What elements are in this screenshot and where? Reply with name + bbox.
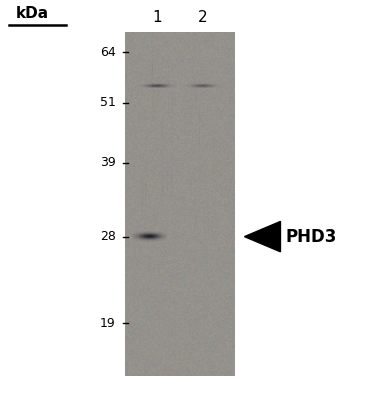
Text: 28: 28 xyxy=(100,230,116,243)
Polygon shape xyxy=(244,222,280,252)
Text: 1: 1 xyxy=(152,10,162,26)
Text: 64: 64 xyxy=(100,46,116,58)
Text: 2: 2 xyxy=(198,10,208,26)
Text: 39: 39 xyxy=(100,156,116,169)
Text: kDa: kDa xyxy=(16,6,49,22)
Text: 51: 51 xyxy=(100,96,116,109)
Text: 19: 19 xyxy=(100,317,116,330)
Text: PHD3: PHD3 xyxy=(285,228,337,246)
